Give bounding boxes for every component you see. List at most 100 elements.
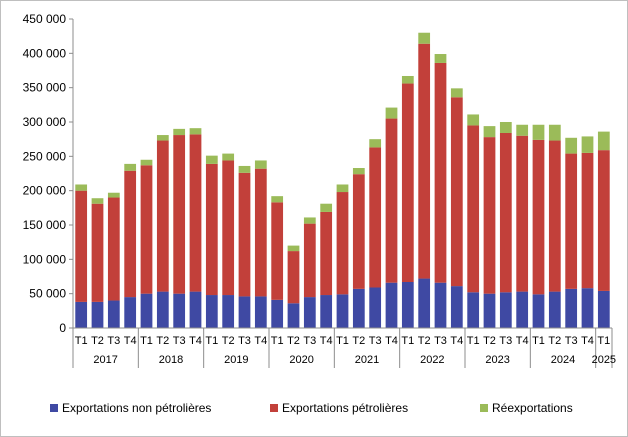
bar-segment-s1-q23 bbox=[450, 97, 463, 287]
bar-segment-s0-q27 bbox=[516, 291, 529, 328]
bar-segment-s1-q28 bbox=[532, 139, 545, 295]
bar-segment-s0-q30 bbox=[565, 288, 578, 328]
bar-segment-s0-q29 bbox=[548, 291, 561, 328]
x-tick-label: T1 bbox=[401, 335, 414, 347]
bar-segment-s2-q32 bbox=[597, 131, 610, 151]
bar-segment-s2-q3 bbox=[124, 163, 137, 171]
bar-segment-s2-q14 bbox=[303, 217, 316, 224]
bar-segment-s2-q9 bbox=[222, 153, 235, 161]
bar-segment-s1-q13 bbox=[287, 251, 300, 304]
x-tick-label: T2 bbox=[352, 335, 365, 347]
bar-segment-s1-q7 bbox=[189, 134, 202, 292]
bar-segment-s0-q17 bbox=[352, 288, 365, 328]
bar-segment-s1-q8 bbox=[205, 163, 218, 296]
x-tick-label: T4 bbox=[124, 335, 137, 347]
x-tick-label: T4 bbox=[581, 335, 594, 347]
legend-label: Exportations non pétrolières bbox=[62, 401, 211, 415]
y-tick-label: 300 000 bbox=[23, 115, 67, 129]
year-label: 2017 bbox=[93, 354, 117, 366]
bar-segment-s0-q11 bbox=[254, 296, 267, 328]
bar-segment-s2-q15 bbox=[320, 203, 333, 212]
y-tick-label: 50 000 bbox=[29, 287, 66, 301]
bar-segment-s1-q12 bbox=[271, 202, 284, 300]
x-tick-label: T1 bbox=[140, 335, 153, 347]
x-tick-label: T2 bbox=[548, 335, 561, 347]
x-tick-label: T4 bbox=[450, 335, 463, 347]
bar-segment-s1-q16 bbox=[336, 192, 349, 295]
bar-segment-s2-q12 bbox=[271, 196, 284, 203]
bar-segment-s0-q13 bbox=[287, 303, 300, 328]
bar-segment-s2-q16 bbox=[336, 184, 349, 193]
bar-segment-s1-q17 bbox=[352, 174, 365, 289]
bar-segment-s1-q9 bbox=[222, 160, 235, 296]
bar-segment-s0-q28 bbox=[532, 294, 545, 328]
bar-segment-s2-q24 bbox=[467, 114, 480, 126]
bar-segment-s1-q0 bbox=[75, 190, 88, 302]
bar-segment-s1-q10 bbox=[238, 172, 251, 297]
y-tick-label: 0 bbox=[59, 321, 66, 335]
bar-segment-s0-q15 bbox=[320, 295, 333, 328]
x-tick-label: T1 bbox=[532, 335, 545, 347]
bar-segment-s2-q7 bbox=[189, 128, 202, 135]
bar-segment-s2-q2 bbox=[107, 192, 120, 198]
year-label: 2021 bbox=[355, 354, 379, 366]
x-tick-label: T4 bbox=[516, 335, 529, 347]
legend-swatch bbox=[270, 404, 278, 412]
year-label: 2023 bbox=[485, 354, 509, 366]
bar-segment-s0-q3 bbox=[124, 297, 137, 328]
x-tick-label: T1 bbox=[336, 335, 349, 347]
bar-segment-s2-q5 bbox=[156, 135, 169, 141]
bar-segment-s1-q24 bbox=[467, 125, 480, 293]
bar-segment-s2-q0 bbox=[75, 184, 88, 191]
bar-segment-s2-q8 bbox=[205, 155, 218, 164]
bar-segment-s0-q32 bbox=[597, 290, 610, 328]
legend-swatch bbox=[480, 404, 488, 412]
bar-segment-s2-q28 bbox=[532, 124, 545, 140]
y-tick-label: 100 000 bbox=[23, 252, 67, 266]
y-tick-label: 400 000 bbox=[23, 46, 67, 60]
legend-label: Exportations pétrolières bbox=[282, 401, 408, 415]
bar-segment-s2-q30 bbox=[565, 137, 578, 154]
bar-segment-s0-q8 bbox=[205, 295, 218, 328]
bar-segment-s0-q24 bbox=[467, 292, 480, 328]
x-tick-label: T1 bbox=[271, 335, 284, 347]
legend-swatch bbox=[50, 404, 58, 412]
y-axis: 0 50 000 100 000 150 000 200 000 250 000 300 0… bbox=[23, 12, 74, 335]
bar-segment-s2-q6 bbox=[173, 128, 186, 136]
bar-segment-s0-q6 bbox=[173, 293, 186, 328]
bar-segment-s0-q4 bbox=[140, 293, 153, 328]
bar-segment-s2-q1 bbox=[91, 198, 104, 204]
y-tick-label: 350 000 bbox=[23, 81, 67, 95]
bar-segment-s2-q22 bbox=[434, 54, 447, 63]
bar-segment-s0-q14 bbox=[303, 297, 316, 328]
bar-segment-s0-q22 bbox=[434, 282, 447, 328]
bar-segment-s0-q9 bbox=[222, 295, 235, 328]
legend-label: Réexportations bbox=[492, 401, 573, 415]
year-label: 2019 bbox=[224, 354, 248, 366]
bar-segment-s1-q22 bbox=[434, 62, 447, 283]
bar-segment-s2-q29 bbox=[548, 124, 561, 141]
bar-segment-s2-q13 bbox=[287, 245, 300, 252]
bar-segment-s0-q26 bbox=[499, 292, 512, 328]
x-tick-label: T3 bbox=[107, 335, 120, 347]
bar-segment-s0-q12 bbox=[271, 299, 284, 328]
x-tick-label: T2 bbox=[418, 335, 431, 347]
x-tick-label: T3 bbox=[173, 335, 186, 347]
bar-segment-s1-q15 bbox=[320, 211, 333, 296]
x-tick-label: T1 bbox=[205, 335, 218, 347]
year-label: 2018 bbox=[159, 354, 183, 366]
x-tick-label: T3 bbox=[238, 335, 251, 347]
y-tick-label: 150 000 bbox=[23, 218, 67, 232]
x-tick-label: T2 bbox=[287, 335, 300, 347]
bar-segment-s1-q20 bbox=[401, 83, 414, 282]
bar-segment-s1-q31 bbox=[581, 152, 594, 289]
year-label: 2024 bbox=[551, 354, 575, 366]
bar-segment-s2-q4 bbox=[140, 159, 153, 166]
bar-segment-s0-q5 bbox=[156, 291, 169, 328]
bar-segment-s0-q1 bbox=[91, 301, 104, 328]
bar-segment-s1-q18 bbox=[369, 147, 382, 288]
bar-segment-s1-q30 bbox=[565, 153, 578, 289]
x-tick-label: T3 bbox=[303, 335, 316, 347]
bar-segment-s0-q19 bbox=[385, 282, 398, 328]
